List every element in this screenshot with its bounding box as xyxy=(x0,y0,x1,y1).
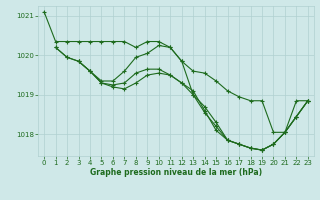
X-axis label: Graphe pression niveau de la mer (hPa): Graphe pression niveau de la mer (hPa) xyxy=(90,168,262,177)
